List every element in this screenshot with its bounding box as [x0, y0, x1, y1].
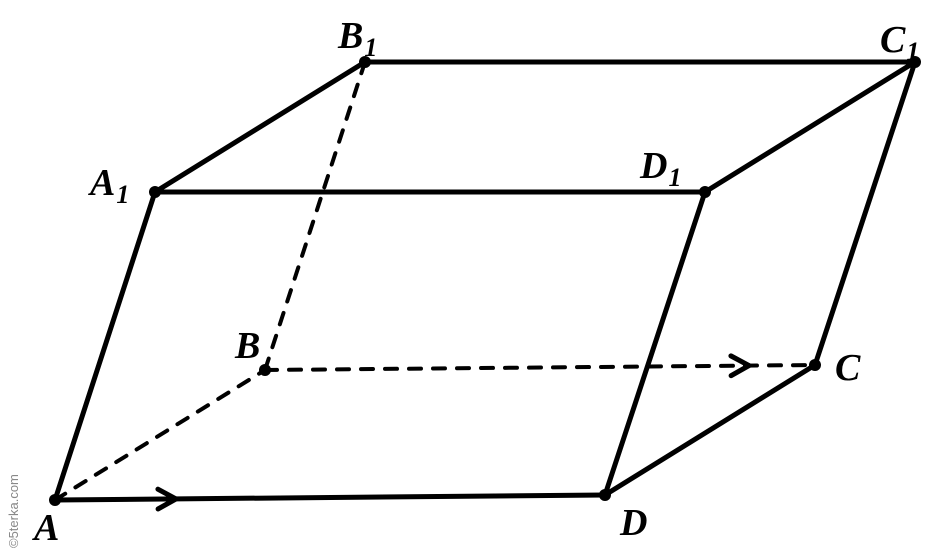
edge-C-C1: [815, 62, 915, 365]
label-A: A: [32, 507, 59, 549]
edge-A-D: [55, 495, 605, 500]
edge-C1-D1: [705, 62, 915, 192]
edge-B-B1: [265, 62, 365, 370]
edge-A-B: [55, 370, 265, 500]
label-C: C: [835, 347, 861, 389]
edge-B-C: [265, 365, 815, 370]
vertex-D1: [699, 186, 711, 198]
watermark: ©5terka.com: [6, 474, 21, 548]
label-A1: A1: [88, 162, 129, 209]
label-D: D: [619, 502, 647, 544]
vertex-A: [49, 494, 61, 506]
edge-D1-D: [605, 192, 705, 495]
label-B1: B1: [337, 15, 377, 62]
edge-B1-A1: [155, 62, 365, 192]
label-C1: C1: [880, 19, 919, 66]
edge-D-C: [605, 365, 815, 495]
label-D1: D1: [639, 145, 681, 192]
vertex-B: [259, 364, 271, 376]
label-B: B: [234, 325, 260, 367]
vertex-C: [809, 359, 821, 371]
vertex-D: [599, 489, 611, 501]
vertex-A1: [149, 186, 161, 198]
edge-A1-A: [55, 192, 155, 500]
